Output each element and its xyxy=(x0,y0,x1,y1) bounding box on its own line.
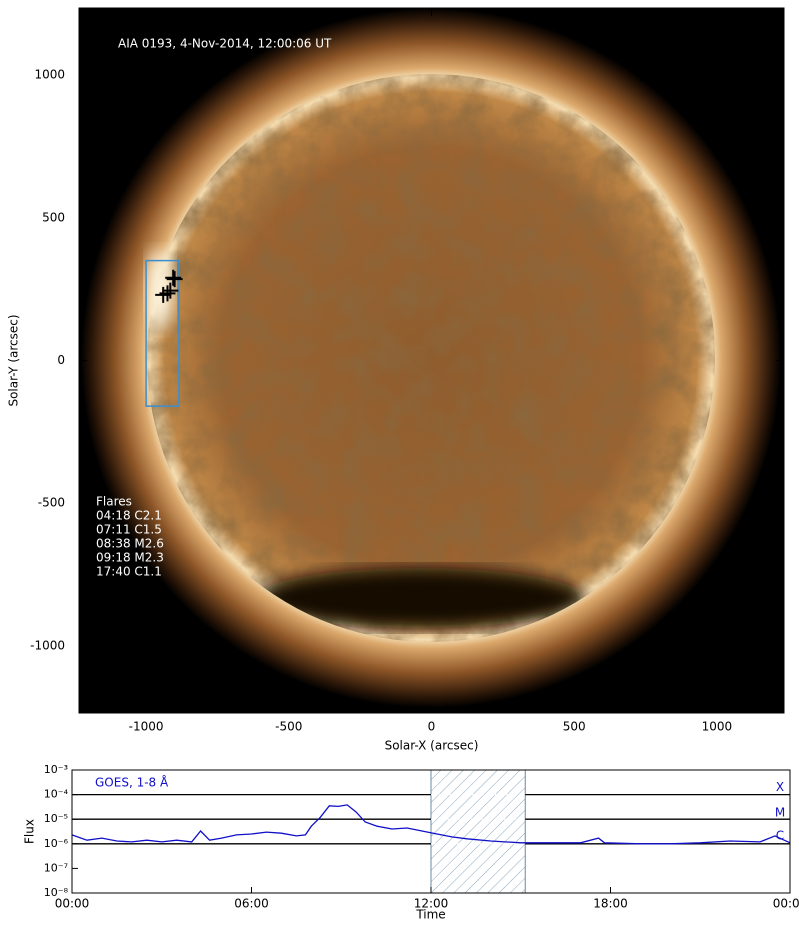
legend-label: GOES, 1-8 Å xyxy=(95,775,169,790)
flare-marker xyxy=(159,285,176,302)
y-tick-label: 10⁻⁶ xyxy=(44,837,69,850)
x-tick-label: 00:00 xyxy=(55,897,90,911)
image-title: AIA 0193, 4-Nov-2014, 12:00:06 UT xyxy=(118,37,332,51)
image-panel: -1000 -500 0 500 1000 -1000 -500 0 500 1000 Solar-… xyxy=(7,7,785,753)
x-tick-label: -1000 xyxy=(129,720,164,734)
region-box xyxy=(145,259,180,407)
y-tick-label: 10⁻⁵ xyxy=(44,812,68,825)
x-axis-label: Time xyxy=(415,908,445,922)
y-tick-label: -1000 xyxy=(30,638,65,652)
flare-marker xyxy=(162,282,179,299)
flare-marker xyxy=(165,269,182,286)
y-tick-label: 10⁻⁷ xyxy=(44,861,68,874)
flare-entry: 09:18 M2.3 xyxy=(96,551,164,565)
x-tick-label: 12:00 xyxy=(414,897,449,911)
x-tick-label: 00:00 xyxy=(773,897,799,911)
x-tick-label: -500 xyxy=(275,720,302,734)
flare-entry: 07:11 C1.5 xyxy=(96,523,162,537)
flare-entry: 17:40 C1.1 xyxy=(96,565,162,579)
flare-marker xyxy=(155,286,172,303)
flare-entry: 04:18 C2.1 xyxy=(96,509,162,523)
flare-heading: Flares xyxy=(96,495,132,509)
goes-curve xyxy=(71,804,791,845)
y-tick-label: -500 xyxy=(38,496,65,510)
y-tick-label: 10⁻⁴ xyxy=(44,788,69,801)
flare-marker xyxy=(166,271,183,288)
y-tick-label: 500 xyxy=(42,210,65,224)
y-axis-label: Flux xyxy=(23,819,37,844)
class-label: C xyxy=(776,828,784,842)
y-tick-label: 1000 xyxy=(34,68,65,82)
y-tick-label: 0 xyxy=(57,353,65,367)
class-label: X xyxy=(776,780,784,794)
flare-entry: 08:38 M2.6 xyxy=(96,537,164,551)
x-axis-label: Solar-X (arcsec) xyxy=(385,739,479,753)
x-tick-label: 06:00 xyxy=(234,897,269,911)
x-tick-label: 0 xyxy=(428,720,436,734)
y-tick-label: 10⁻⁸ xyxy=(44,886,69,899)
y-axis-label: Solar-Y (arcsec) xyxy=(7,314,21,406)
sun-image xyxy=(79,8,784,713)
y-tick-label: 10⁻³ xyxy=(44,763,68,776)
x-tick-label: 1000 xyxy=(702,720,733,734)
hatch-region xyxy=(430,769,526,894)
class-label: M xyxy=(775,806,785,820)
x-tick-label: 500 xyxy=(563,720,586,734)
x-tick-label: 18:00 xyxy=(593,897,628,911)
